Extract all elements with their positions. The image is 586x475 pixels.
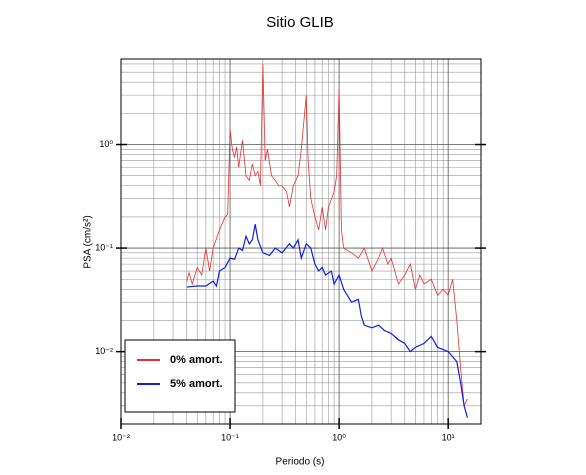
x-tick-label: 10⁰ [332, 432, 346, 442]
series-line [186, 224, 468, 418]
y-tick-label: 10⁻² [95, 346, 113, 356]
legend-label: 5% amort. [170, 378, 223, 390]
x-axis-label: Periodo (s) [276, 457, 325, 468]
x-tick-label: 10⁻¹ [221, 432, 239, 442]
legend-label: 0% amort. [170, 354, 223, 366]
chart-title: Sitio GLIB [266, 14, 334, 31]
plot-frame [120, 58, 482, 425]
y-tick-label: 10⁰ [99, 139, 113, 149]
y-tick-label: 10⁻¹ [95, 242, 113, 252]
y-axis-label: PSA (cm/s²) [83, 215, 94, 268]
x-tick-label: 10⁻² [112, 432, 130, 442]
legend-box [124, 339, 236, 413]
x-tick-label: 10¹ [442, 432, 455, 442]
series-line [186, 63, 468, 408]
